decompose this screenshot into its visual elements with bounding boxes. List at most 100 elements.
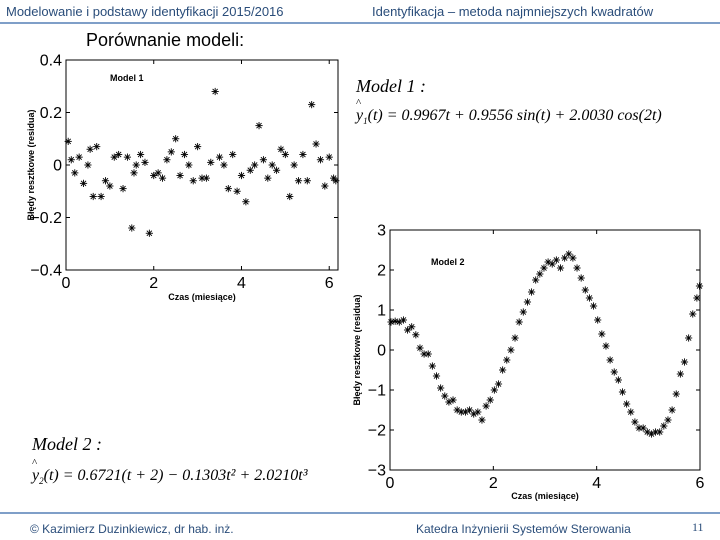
plot1-data-point <box>259 156 268 164</box>
plot1-data-point <box>97 192 105 201</box>
plot1-xtick-label: 0 <box>62 275 71 292</box>
plot1-data-point <box>251 161 259 169</box>
plot2-data-point <box>672 390 680 398</box>
plot2-data-point <box>449 396 457 404</box>
plot2-data-point <box>511 334 519 342</box>
plot1-data-point <box>67 156 75 164</box>
model2-residual-plot: 0 2 4 6 −3 −2 −1 0 1 2 3 Model 2 Czas (miesiące) B… <box>352 223 705 501</box>
plot1-data-point <box>281 150 289 159</box>
plot2-data-point <box>594 316 602 324</box>
plot1-data-point <box>141 158 149 166</box>
plot1-data-point <box>130 169 138 177</box>
plot2-data-point <box>432 372 441 380</box>
plot2-data-point <box>428 362 436 370</box>
plot2-data-point <box>569 254 577 262</box>
plot2-data-point <box>614 376 622 384</box>
plot1-data-point <box>145 229 153 237</box>
plot2-ytick-label: 1 <box>377 303 386 320</box>
plot2-data-point <box>499 366 507 374</box>
plot2-data-point <box>536 270 544 278</box>
model1-formula-title: Model 1 : <box>356 76 426 96</box>
model1-formula: Model 1 : ^ y1(t) = 0.9967t + 0.9556 sin(… <box>356 76 662 126</box>
plot1-data-point <box>167 148 175 156</box>
plot1-data-point <box>110 153 118 161</box>
plot2-data-point <box>606 356 614 364</box>
plot1-xtick-label: 6 <box>325 275 334 292</box>
footer-divider <box>0 512 720 514</box>
plot2-data-point <box>519 308 527 316</box>
plot2-data-point <box>552 256 560 264</box>
page-number: 11 <box>692 520 704 534</box>
plot2-data-point <box>680 358 689 366</box>
plot1-data-point <box>75 153 83 161</box>
plot2-data-point <box>664 416 672 424</box>
plot1-data-point <box>220 161 228 169</box>
plot2-data-point <box>573 264 581 272</box>
plot2-data-point <box>486 396 494 404</box>
plot2-ylabel: Błędy resztkowe (residua) <box>352 294 362 405</box>
plot1-data-point <box>211 87 219 96</box>
plot2-data-point <box>627 408 635 416</box>
plot2-data-point <box>556 264 565 272</box>
plot2-data-point <box>494 380 503 388</box>
plot1-data-point <box>185 161 193 169</box>
plot1-data-point <box>237 171 246 180</box>
plot1-data-point <box>106 182 114 190</box>
plot1-data-point <box>308 101 316 109</box>
plot1-data-point <box>154 169 162 177</box>
plot2-data-point <box>490 386 498 394</box>
plot1-data-point <box>119 185 127 193</box>
plot1-data-point <box>316 156 325 164</box>
plot1-data-point <box>272 166 281 174</box>
plot2-data-point <box>618 388 627 396</box>
plot1-data-point <box>202 174 210 182</box>
model1-equation: ^ y1(t) = 0.9967t + 0.9556 sin(t) + 2.003… <box>356 97 662 127</box>
plot2-data-point <box>507 346 515 354</box>
plot2-data-point <box>527 288 536 296</box>
plot1-data-point <box>264 174 272 182</box>
plot1-data-point <box>294 177 303 185</box>
plot2-ytick-label: −1 <box>368 383 386 400</box>
plot2-data-point <box>693 294 701 302</box>
plot1-data-point <box>101 177 110 185</box>
plot2-data-point <box>412 331 420 339</box>
y1-hat-symbol: ^ y1(t) <box>356 97 383 127</box>
plot1-xtick-label: 2 <box>149 275 158 292</box>
plot2-xtick-label: 0 <box>386 475 395 492</box>
plot1-data-point <box>93 143 101 151</box>
plot2-xlabel: Czas (miesiące) <box>511 491 579 501</box>
plot1-data-point <box>224 185 232 193</box>
plot2-data-point <box>416 344 424 352</box>
plot1-data-point <box>115 150 123 159</box>
plot1-data-point <box>286 192 294 201</box>
plot2-data-point <box>474 408 482 416</box>
plot2-data-point <box>689 310 697 318</box>
plot1-data-point <box>163 156 171 164</box>
plot2-legend-title: Model 2 <box>431 257 465 267</box>
model2-formula: Model 2 : ^ y2(t) = 0.6721(t + 2) − 0.130… <box>32 434 308 486</box>
plot2-data-point <box>403 326 412 334</box>
model2-formula-title: Model 2 : <box>32 434 102 454</box>
plot2-data-point <box>478 416 486 424</box>
plot2-data-point <box>532 276 540 284</box>
plot2-data-point <box>523 298 532 306</box>
plot1-data-point <box>176 171 184 180</box>
plot2-data-point <box>540 264 548 272</box>
plot2-ytick-label: 2 <box>377 263 386 280</box>
plot1-data-point <box>321 182 329 190</box>
plot2-data-point <box>656 428 664 436</box>
plot1-data-point <box>246 166 254 174</box>
plot2-ytick-label: 0 <box>377 343 386 360</box>
plot1-data-point <box>150 171 158 180</box>
plot2-data-point <box>482 402 490 410</box>
plot1-xlabel: Czas (miesiące) <box>168 292 236 302</box>
plot1-data-point <box>303 177 311 185</box>
plot1-data-point <box>277 145 285 153</box>
plot2-data-point <box>515 318 523 326</box>
plot1-ytick-label: −0.4 <box>30 263 62 280</box>
plot1-data-point <box>332 177 340 185</box>
plot2-data-point <box>631 418 639 426</box>
plot2-data-point <box>685 334 693 342</box>
plot2-data-point <box>676 370 684 378</box>
header-topic-title: Identyfikacja – metoda najmniejszych kwa… <box>372 4 654 19</box>
